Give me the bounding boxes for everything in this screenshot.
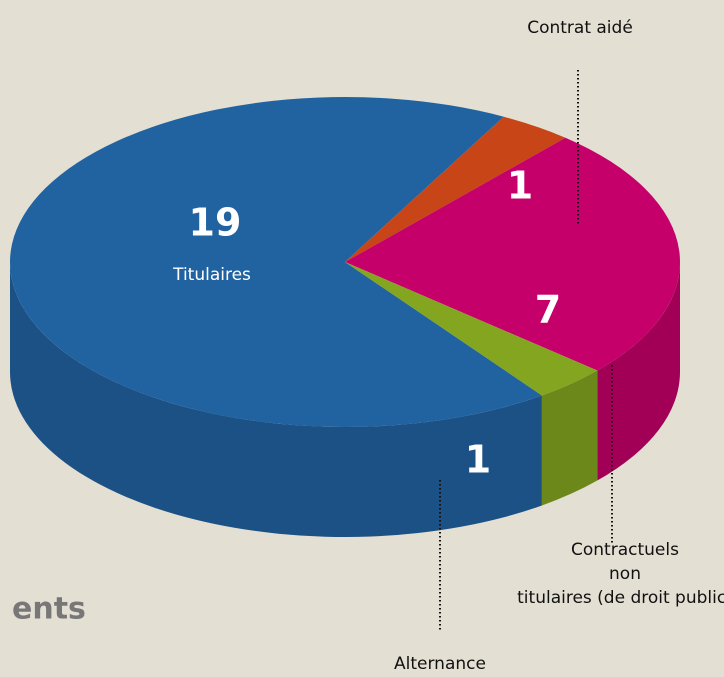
pie-side: [10, 262, 542, 537]
value-label: 7: [535, 288, 561, 332]
category-label: Titulaires: [172, 265, 251, 285]
value-label: 19: [189, 201, 242, 245]
category-label: Alternance: [394, 654, 486, 674]
annotation: ents: [12, 592, 86, 627]
pie-side: [597, 262, 680, 481]
pie-side: [541, 370, 598, 506]
pie-slice: [345, 262, 598, 396]
pie-slice: [345, 116, 566, 262]
value-label: 1: [507, 164, 533, 208]
pie-slice: [345, 137, 680, 371]
category-label: Contrat aidé: [527, 18, 633, 38]
category-label: Contractuels non titulaires (de droit publ…: [517, 540, 724, 608]
value-label: 1: [465, 438, 491, 482]
pie-slice: [9, 96, 542, 427]
